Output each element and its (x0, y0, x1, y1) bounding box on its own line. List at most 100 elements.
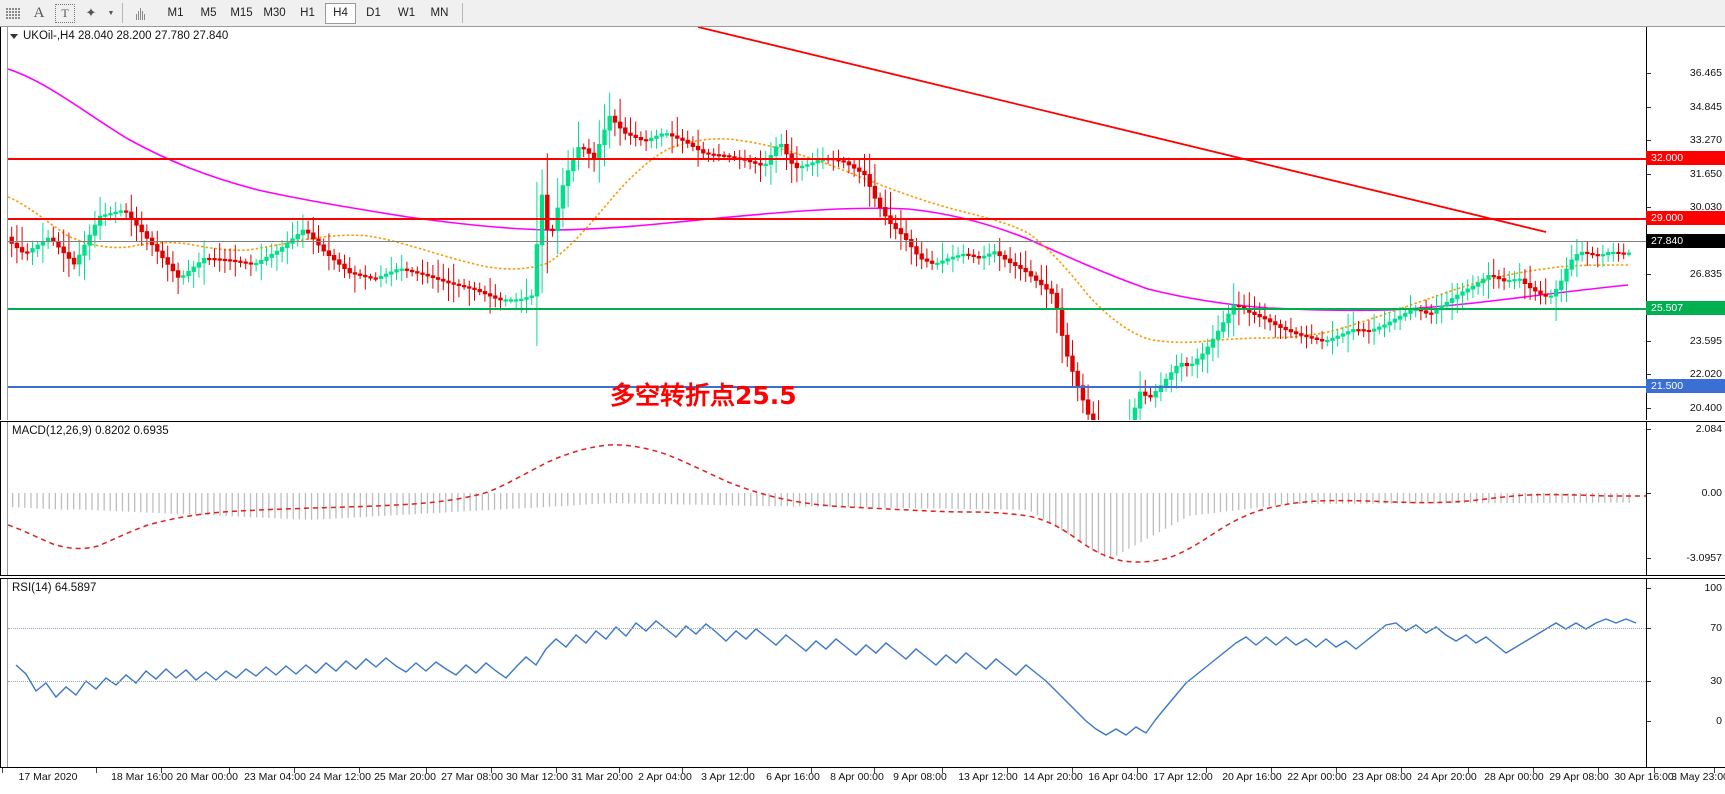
bars-icon[interactable] (127, 2, 153, 24)
macd-histogram-bar (439, 493, 441, 513)
macd-histogram-bar (591, 493, 593, 505)
candle-body (160, 250, 165, 259)
macd-label: MACD(12,26,9) 0.8202 0.6935 (12, 425, 169, 437)
macd-histogram-bar (914, 493, 917, 509)
trend-line (697, 27, 1547, 233)
candle-body (77, 254, 82, 265)
candle-body (441, 278, 446, 282)
macd-histogram-bar (994, 493, 996, 510)
macd-histogram-bar (524, 493, 526, 509)
timeframe-m1[interactable]: M1 (167, 7, 184, 19)
timeframe-w1[interactable]: W1 (397, 7, 416, 19)
candle-body (1143, 391, 1148, 396)
ma-slow-line (8, 68, 1629, 312)
macd-histogram-bar (1384, 493, 1386, 504)
macd-histogram-bar (12, 493, 14, 508)
candle-body (961, 253, 966, 257)
text-box-icon[interactable]: T (52, 2, 78, 24)
macd-histogram-bar (829, 493, 831, 507)
price-level-line-support[interactable] (8, 386, 1646, 388)
price-level-badge-resistance[interactable]: 32.000 (1646, 151, 1725, 165)
macd-histogram-bar (945, 493, 947, 509)
macd-tick-label: 2.084 (1695, 423, 1722, 435)
macd-histogram-bar (1219, 493, 1222, 513)
price-level-line-resistance[interactable] (8, 218, 1646, 220)
macd-axis[interactable]: 2.084 0.00 -3.0957 (1646, 422, 1725, 575)
price-level-badge-support[interactable]: 21.500 (1646, 379, 1725, 393)
price-axis[interactable]: 36.46534.84533.27031.65030.03028.41026.8… (1646, 27, 1725, 515)
macd-histogram-bar (957, 493, 959, 509)
rsi-tick-label: 0 (1716, 715, 1722, 727)
price-level-line-resistance[interactable] (8, 158, 1646, 160)
candle-body (97, 215, 103, 226)
rsi-band-30 (8, 681, 1646, 682)
candle-body (846, 161, 852, 166)
timeframe-d1[interactable]: D1 (366, 7, 381, 19)
timeframe-m30[interactable]: M30 (263, 7, 286, 19)
macd-histogram-bar (713, 493, 715, 506)
macd-histogram-bar (1012, 493, 1014, 510)
price-pane[interactable]: 36.46534.84533.27031.65030.03028.41026.8… (0, 27, 1725, 515)
timeframe-m15[interactable]: M15 (230, 7, 253, 19)
candle-body (248, 262, 254, 265)
macd-histogram-bar (1128, 493, 1130, 549)
timeframe-mn[interactable]: MN (430, 7, 449, 19)
candle-body (321, 244, 326, 252)
candle-body (758, 162, 763, 166)
price-plot[interactable] (8, 27, 1646, 420)
chart-canvas[interactable]: 36.46534.84533.27031.65030.03028.41026.8… (0, 27, 1725, 794)
rsi-tick-label: 30 (1710, 675, 1722, 687)
rsi-plot[interactable] (8, 579, 1646, 767)
candle-body (1184, 362, 1190, 367)
macd-histogram-bar (323, 493, 325, 520)
timeframe-h4[interactable]: H4 (325, 2, 356, 24)
price-level-badge-resistance[interactable]: 29.000 (1646, 211, 1725, 225)
macd-histogram-bar (1512, 493, 1514, 504)
candle-body (550, 228, 555, 232)
macd-histogram-bar (774, 493, 776, 507)
candle-body (1132, 407, 1138, 420)
macd-histogram-bar (146, 493, 148, 513)
candle-body (1481, 278, 1486, 284)
dropdown-arrow-icon[interactable]: ▼ (107, 9, 115, 17)
macd-histogram-bar (500, 493, 502, 510)
macd-histogram-bar (866, 493, 868, 508)
objects-icon[interactable]: ✦ (85, 5, 97, 20)
macd-histogram-bar (652, 493, 654, 504)
time-tickmark (1336, 768, 1337, 773)
rsi-axis[interactable]: 100 70 30 0 (1646, 579, 1725, 767)
price-level-badge-pivot[interactable]: 25.507 (1646, 301, 1725, 315)
candle-body (659, 133, 664, 137)
macd-histogram-bar (847, 493, 849, 508)
time-axis[interactable]: 17 Mar 2020 18 Mar 16:00 20 Mar 00:00 23 Ma… (0, 767, 1725, 794)
macd-histogram-bar (750, 493, 752, 506)
candle-body (851, 164, 857, 169)
text-label-icon[interactable]: A (33, 4, 45, 21)
candle-body (872, 185, 878, 199)
price-level-badge-last-price[interactable]: 27.840 (1646, 234, 1725, 248)
time-tickmark (1714, 768, 1715, 773)
macd-histogram-bar (170, 493, 172, 514)
price-level-line-last-price[interactable] (8, 241, 1646, 242)
chart-menu-caret-icon[interactable] (10, 33, 18, 39)
timeframe-h1[interactable]: H1 (300, 7, 315, 19)
grid-icon[interactable] (0, 2, 26, 24)
macd-histogram-bar (310, 493, 313, 520)
price-level-line-pivot[interactable] (8, 308, 1646, 310)
candle-body (1579, 251, 1585, 256)
macd-histogram-bar (805, 493, 807, 507)
candle-body (420, 272, 425, 275)
macd-histogram-bar (30, 493, 32, 509)
macd-histogram-bar (1390, 493, 1392, 504)
macd-histogram-bar (859, 493, 862, 508)
time-tickmark (161, 768, 162, 773)
candle-body (1616, 251, 1621, 255)
rsi-tick-label: 100 (1704, 582, 1722, 594)
candle-body (123, 210, 129, 213)
macd-pane[interactable]: 2.084 0.00 -3.0957 MACD(12,26,9) 0.8202 0.… (0, 421, 1725, 576)
rsi-pane[interactable]: 100 70 30 0 RSI(14) 64.5897 (0, 578, 1725, 767)
rsi-tick-label: 70 (1710, 622, 1722, 634)
macd-histogram-bar (1146, 493, 1148, 539)
macd-plot[interactable] (8, 422, 1646, 575)
timeframe-m5[interactable]: M5 (200, 7, 217, 19)
